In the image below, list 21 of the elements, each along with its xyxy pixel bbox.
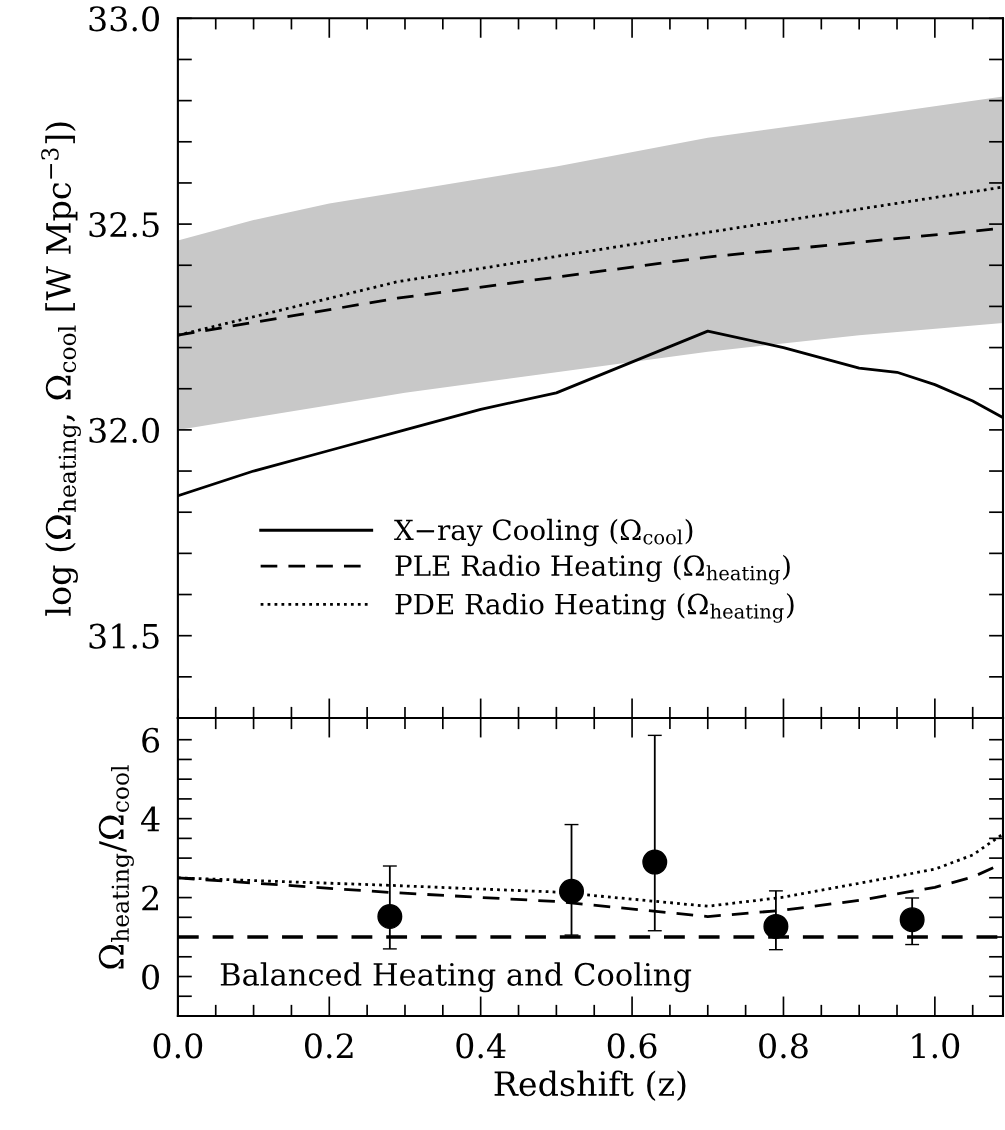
y-axis-title: Ω$_{heating}$/Ω$_{cool}$ (98, 765, 134, 969)
x-tick-label: 0.0 (153, 1033, 203, 1059)
x-tick-label: 0.4 (456, 1033, 506, 1059)
y-tick-label: 32.0 (89, 417, 160, 444)
x-tick-label: 0.2 (304, 1033, 353, 1059)
x-tick-label: 0.8 (759, 1033, 808, 1059)
y-tick-label: 31.5 (89, 623, 159, 649)
legend-label: PDE Radio Heating (Ω$_{heating}$) (395, 593, 794, 623)
x-tick-label: 1.0 (912, 1033, 960, 1059)
y-tick-label: 0 (142, 964, 159, 990)
y-tick-label: 33.0 (89, 6, 160, 32)
annotation: Balanced Heating and Cooling (220, 962, 692, 993)
y-tick-label: 6 (142, 727, 160, 753)
y-axis-title: log (Ω$_{heating}$, Ω$_{cool}$ [W Mpc$^{−3}$]) (41, 122, 81, 616)
x-axis-title: Redshift (z) (494, 1070, 686, 1101)
y-tick-label: 4 (141, 806, 160, 832)
x-tick-label: 0.6 (607, 1033, 657, 1059)
legend-label: X−ray Cooling (Ω$_{cool}$) (394, 518, 693, 547)
y-tick-label: 32.5 (89, 212, 159, 238)
y-tick-label: 2 (142, 885, 158, 911)
legend-label: PLE Radio Heating (Ω$_{heating}$) (395, 554, 790, 585)
